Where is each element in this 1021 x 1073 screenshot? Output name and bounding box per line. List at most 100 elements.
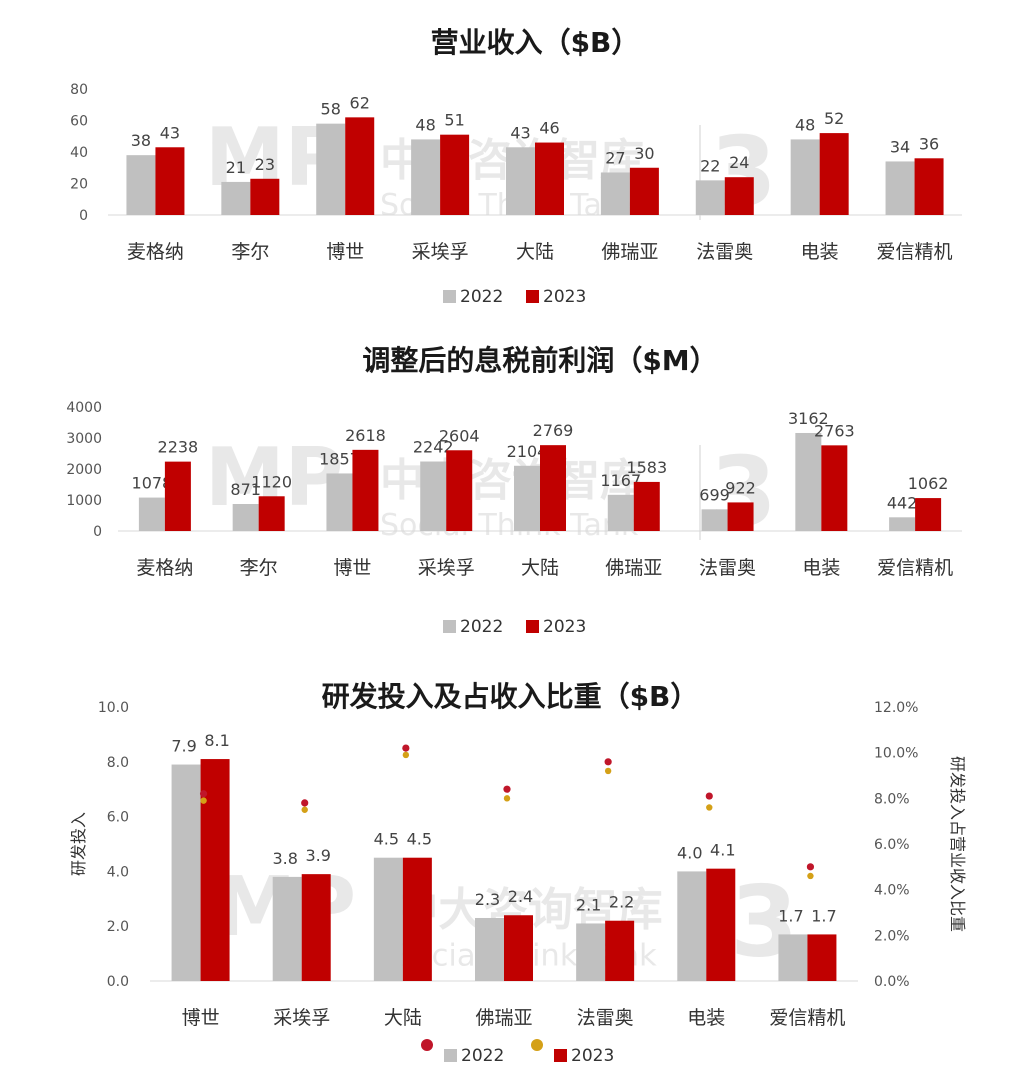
data-label-2023: 922 [725, 478, 756, 497]
bar-2023-7 [819, 133, 849, 215]
category-label: 佛瑞亚 [475, 1007, 532, 1029]
data-label-2023: 1583 [626, 458, 667, 477]
data-label-2023: 2763 [814, 421, 855, 440]
data-label-2022: 48 [415, 115, 435, 134]
y2-tick-label: 6.0% [874, 837, 910, 853]
legend-swatch-2023 [526, 620, 539, 633]
category-label: 大陆 [516, 241, 554, 263]
category-label: 大陆 [384, 1007, 422, 1029]
data-label-2022: 4.5 [374, 830, 399, 849]
data-label-2023: 62 [350, 93, 370, 112]
y2-axis-title: 研发投入占营业收入比重 [948, 756, 967, 932]
category-label: 电装 [687, 1007, 725, 1029]
category-label: 博世 [326, 241, 364, 263]
bar-2022-5 [677, 871, 707, 981]
legend-label-2023: 2023 [571, 1046, 614, 1066]
bar-2022-4 [506, 147, 535, 215]
bar-2023-2 [345, 117, 375, 215]
bar-2022-2 [373, 857, 403, 981]
y-tick-label: 80 [70, 82, 88, 98]
y-tick-label: 4.0 [107, 864, 129, 880]
y-tick-label: 0.0 [107, 974, 129, 990]
data-label-2022: 21 [226, 158, 246, 177]
bar-2023-4 [605, 920, 635, 981]
chart-title: 营业收入（$B） [431, 26, 640, 59]
data-label-2022: 2.1 [576, 895, 601, 914]
bar-2022-8 [885, 161, 915, 215]
data-label-2023: 30 [634, 144, 654, 163]
data-label-2023: 2769 [533, 421, 574, 440]
ratio-dot-2023-2 [402, 744, 410, 752]
legend-swatch-2022 [443, 620, 456, 633]
bar-2023-5 [633, 481, 660, 531]
category-label: 大陆 [521, 557, 559, 579]
y2-tick-label: 2.0% [874, 928, 910, 944]
category-label: 佛瑞亚 [605, 557, 662, 579]
category-label: 爱信精机 [877, 557, 953, 579]
y-tick-label: 8.0 [107, 755, 129, 771]
y-tick-label: 10.0 [98, 700, 129, 716]
data-label-2023: 4.1 [710, 841, 735, 860]
bar-2023-8 [915, 498, 942, 531]
legend-swatch-2022 [443, 290, 456, 303]
y-tick-label: 20 [70, 177, 88, 193]
category-label: 法雷奥 [696, 241, 753, 263]
y2-tick-label: 12.0% [874, 700, 918, 716]
bar-2022-4 [514, 465, 540, 531]
category-label: 博世 [182, 1007, 220, 1029]
data-label-2022: 43 [510, 123, 530, 142]
bar-2022-6 [778, 934, 808, 981]
data-label-2022: 3.8 [272, 849, 297, 868]
bar-2022-4 [576, 923, 606, 981]
bar-2023-3 [446, 450, 473, 531]
y-tick-label: 60 [70, 114, 88, 130]
ratio-dot-2022-0 [200, 797, 207, 804]
bar-2022-6 [701, 509, 728, 531]
y2-tick-label: 10.0% [874, 746, 918, 762]
data-label-2023: 2.4 [508, 887, 533, 906]
bar-2022-3 [411, 139, 441, 215]
data-label-2022: 58 [321, 100, 341, 119]
y-tick-label: 3000 [66, 431, 102, 447]
y2-tick-label: 0.0% [874, 974, 910, 990]
ratio-dot-2022-4 [604, 767, 612, 775]
bar-2022-0 [126, 155, 156, 215]
bar-2022-1 [221, 181, 251, 215]
bar-2023-4 [540, 445, 566, 531]
y-tick-label: 4000 [66, 400, 102, 416]
data-label-2022: 4.0 [677, 843, 702, 862]
bar-2022-1 [232, 503, 259, 531]
bar-2022-7 [795, 432, 822, 531]
category-label: 采埃孚 [418, 557, 475, 579]
category-label: 麦格纳 [127, 241, 184, 263]
bar-2022-8 [889, 517, 916, 531]
data-label-2022: 2104 [507, 442, 548, 461]
legend-label-2022: 2022 [460, 617, 503, 637]
bar-2023-7 [821, 445, 848, 531]
bar-2022-0 [138, 497, 165, 531]
bar-2022-5 [600, 172, 630, 215]
data-label-2022: 48 [795, 115, 815, 134]
legend-swatch-2023 [526, 290, 539, 303]
legend-label-2023: 2023 [543, 287, 586, 307]
data-label-2023: 24 [729, 153, 749, 172]
chart-title: 调整后的息税前利润（$M） [362, 344, 717, 377]
data-label-2023: 2.2 [609, 893, 634, 912]
data-label-2022: 34 [890, 137, 910, 156]
data-label-2023: 1120 [251, 472, 292, 491]
bar-2023-0 [155, 147, 185, 215]
data-label-2023: 52 [824, 109, 844, 128]
y-axis-title: 研发投入 [69, 812, 88, 876]
category-label: 法雷奥 [699, 557, 756, 579]
data-label-2023: 1062 [908, 474, 949, 493]
ratio-dot-2022-3 [503, 795, 511, 802]
legend-dot-2022 [421, 1039, 433, 1051]
data-label-2023: 2604 [439, 426, 480, 445]
ratio-dot-2023-6 [806, 863, 815, 871]
bar-2022-2 [316, 123, 346, 215]
y-tick-label: 0 [93, 524, 102, 540]
category-label: 李尔 [231, 241, 269, 263]
data-label-2023: 43 [160, 123, 180, 142]
